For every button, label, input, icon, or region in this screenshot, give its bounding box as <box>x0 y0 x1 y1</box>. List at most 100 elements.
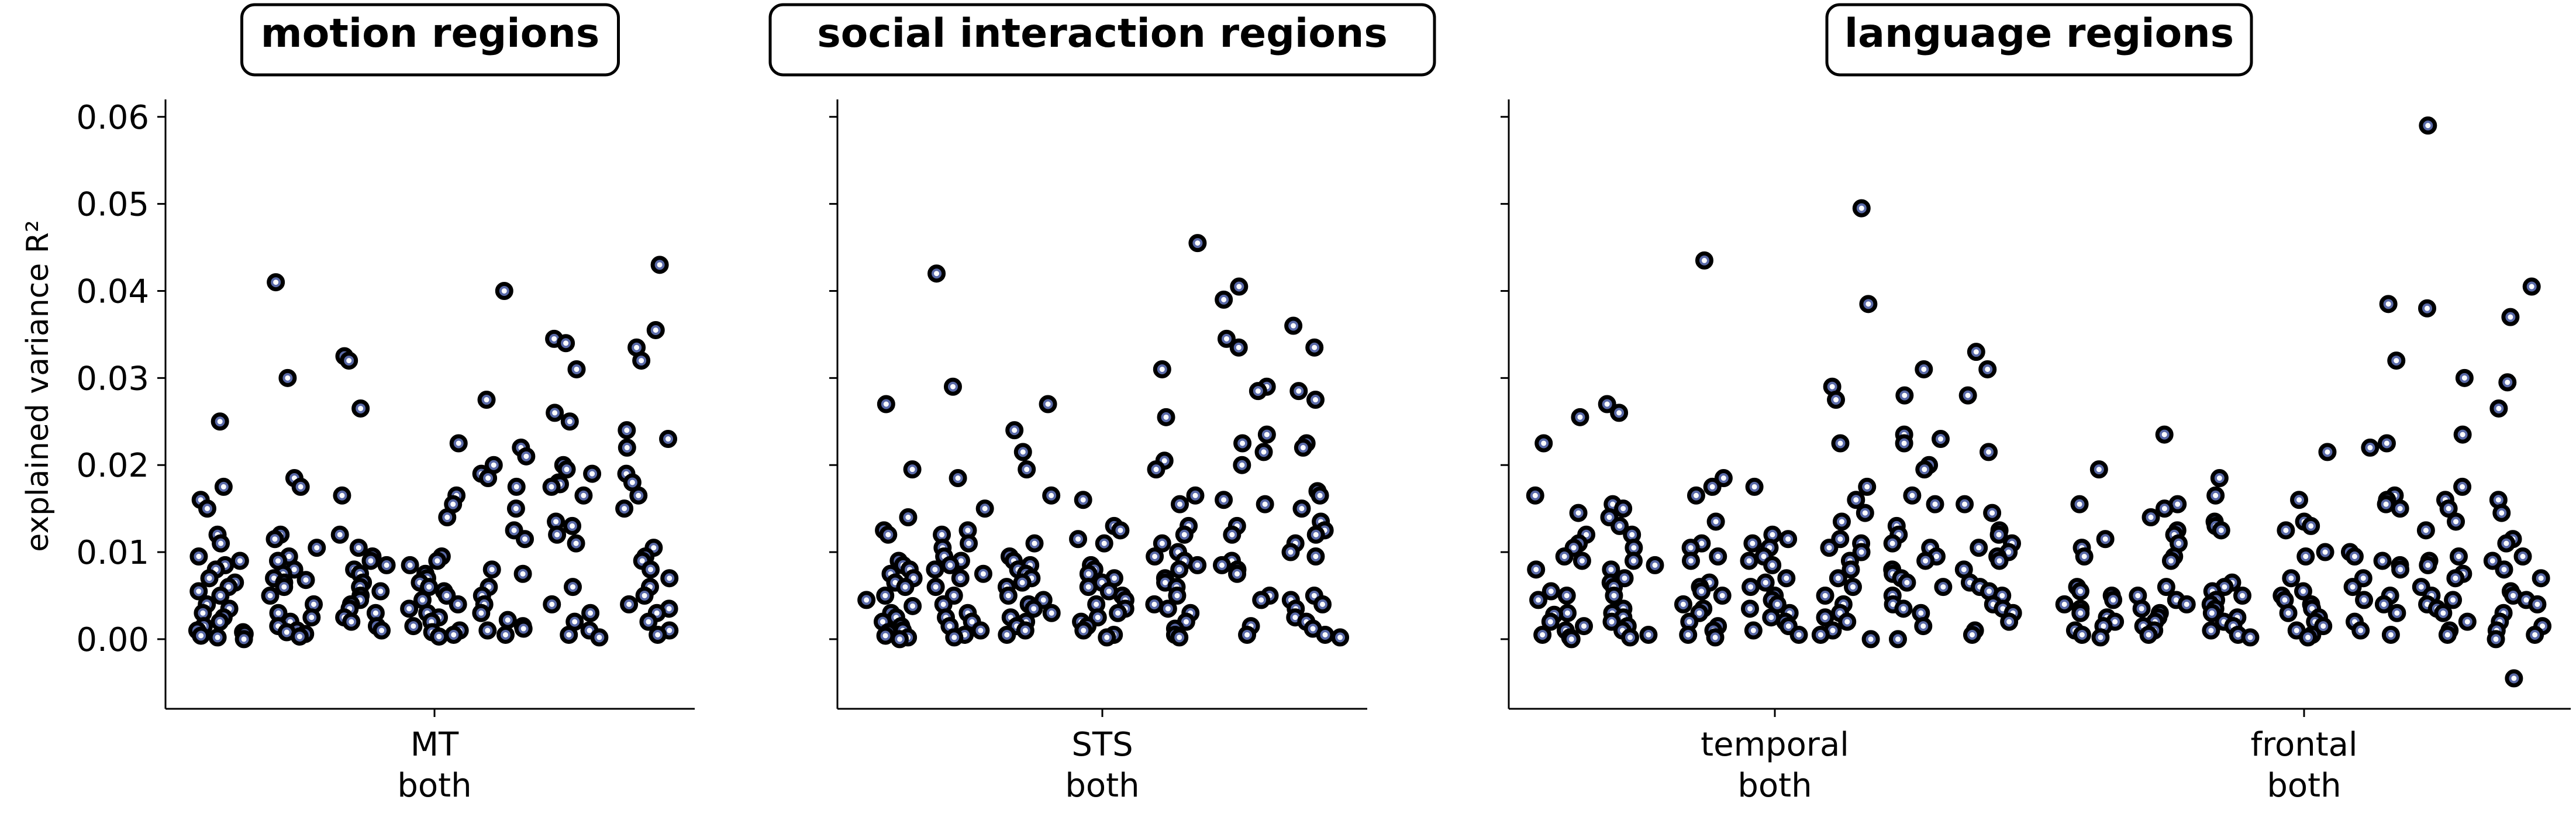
data-point-center <box>1536 597 1542 603</box>
data-point-center <box>1177 501 1182 507</box>
data-point-center <box>1195 562 1201 568</box>
data-point-center <box>1850 584 1856 590</box>
data-point-center <box>491 462 496 468</box>
data-point-center <box>285 375 291 381</box>
data-point-center <box>272 536 278 542</box>
data-point-center <box>1195 240 1201 246</box>
data-point-center <box>2540 623 2546 629</box>
data-point-center <box>1604 401 1610 407</box>
data-point-center <box>2538 575 2544 581</box>
data-point-center <box>629 480 635 485</box>
data-point-center <box>951 592 957 598</box>
data-point-center <box>520 626 526 632</box>
data-point-center <box>2394 610 2400 616</box>
data-point-center <box>1902 392 1908 398</box>
data-point-center <box>1630 558 1636 564</box>
data-point-center <box>1627 635 1633 640</box>
data-point-center <box>522 536 528 542</box>
data-point-center <box>1999 592 2005 598</box>
data-point-center <box>1784 575 1789 581</box>
data-point-center <box>2061 601 2067 607</box>
data-point-center <box>1239 462 1245 468</box>
data-point-center <box>882 592 888 598</box>
data-point-center <box>450 501 456 507</box>
data-point-center <box>1022 628 1028 633</box>
data-point-center <box>911 575 916 581</box>
data-point-center <box>1839 519 1844 525</box>
data-point-center <box>2322 549 2328 555</box>
data-point-center <box>1862 510 1868 516</box>
y-tick-label: 0.00 <box>76 621 149 659</box>
data-point-center <box>1299 506 1305 512</box>
data-point-center <box>2320 623 2326 629</box>
data-point-center <box>962 632 968 637</box>
data-point-center <box>2303 554 2309 559</box>
data-point-center <box>215 635 220 640</box>
data-point-center <box>2456 554 2461 559</box>
data-point-center <box>2495 497 2501 503</box>
data-point-center <box>2381 601 2387 607</box>
data-point-center <box>1822 615 1828 620</box>
data-point-center <box>574 366 580 372</box>
data-point-center <box>2247 635 2253 640</box>
data-point-center <box>198 497 204 503</box>
data-point-center <box>1288 549 1294 555</box>
data-point-center <box>570 584 575 590</box>
data-point-center <box>646 619 651 625</box>
data-point-center <box>1837 536 1843 542</box>
data-point-center <box>303 577 309 583</box>
data-point-center <box>957 575 963 581</box>
data-point-center <box>1049 610 1054 616</box>
data-point-center <box>1300 444 1306 450</box>
data-point-center <box>1561 554 1567 559</box>
data-point-center <box>1012 428 1018 433</box>
data-point-center <box>2534 601 2540 607</box>
data-point-center <box>1940 584 1946 590</box>
data-point-center <box>1933 554 1939 559</box>
data-point-center <box>1081 628 1087 633</box>
panel-title-box <box>240 3 620 77</box>
data-point-center <box>1901 606 1906 612</box>
data-point-center <box>419 597 425 603</box>
data-point-center <box>1032 540 1037 546</box>
data-point-center <box>373 610 378 616</box>
data-point-center <box>2450 597 2456 603</box>
data-point-center <box>1932 501 1938 507</box>
data-point-center <box>2077 588 2083 594</box>
data-point-center <box>624 444 630 450</box>
data-point-center <box>1848 567 1854 573</box>
data-point-center <box>286 554 292 559</box>
data-point-center <box>384 562 389 568</box>
data-point-center <box>1844 619 1850 625</box>
panels: 0.00 0.01 0.02 0.03 0.04 0.05 0.06 motion regio… <box>76 3 2571 805</box>
data-point-center <box>2460 432 2465 437</box>
data-point-center <box>2325 449 2330 455</box>
data-point-center <box>1219 562 1225 568</box>
data-point-center <box>1687 619 1692 625</box>
y-tick-label: 0.06 <box>76 99 149 137</box>
x-tick-label: frontal <box>2250 726 2357 764</box>
data-point-center <box>2360 575 2366 581</box>
data-point-center <box>1004 632 1010 637</box>
data-point-center <box>1751 484 1757 489</box>
data-point-center <box>523 453 529 459</box>
y-tick-label: 0.01 <box>76 534 149 572</box>
data-point-center <box>1962 501 1968 507</box>
data-point-center <box>1541 440 1547 446</box>
data-point-center <box>1568 636 1574 642</box>
data-point-center <box>551 336 557 342</box>
x-tick-label: STS <box>1071 726 1133 764</box>
data-point-center <box>880 619 885 625</box>
data-point-center <box>978 628 984 633</box>
data-point-center <box>485 475 491 481</box>
data-point-center <box>2213 492 2219 498</box>
data-point-center <box>965 528 971 533</box>
data-point-center <box>196 554 202 559</box>
data-point-center <box>337 532 343 537</box>
data-point-center <box>883 401 889 407</box>
data-point-center <box>1680 601 1686 607</box>
panel-1: 0.00 0.01 0.02 0.03 0.04 0.05 0.06 motion regio… <box>76 3 695 805</box>
data-point-center <box>1611 592 1617 598</box>
data-point-center <box>2000 606 2006 612</box>
